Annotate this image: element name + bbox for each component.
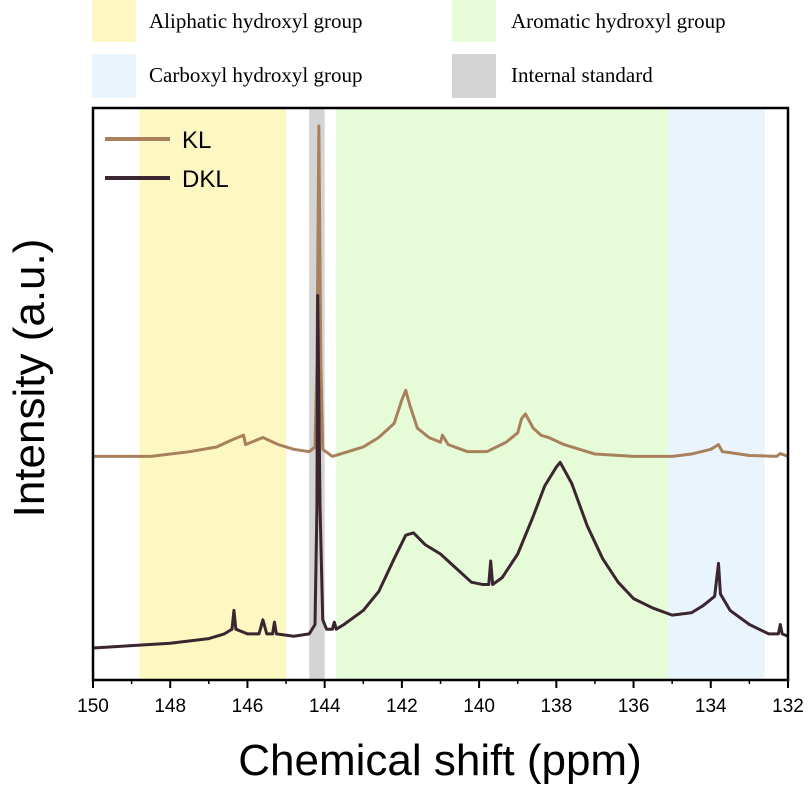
region-legend: Aliphatic hydroxyl group Aromatic hydrox… bbox=[92, 0, 726, 98]
legend-label-dkl: DKL bbox=[182, 166, 229, 193]
shaded-regions bbox=[139, 108, 765, 680]
x-tick-label: 142 bbox=[386, 696, 418, 717]
x-axis-title: Chemical shift (ppm) bbox=[238, 736, 641, 785]
x-tick-label: 146 bbox=[232, 696, 264, 717]
legend-swatch-internal-standard bbox=[452, 54, 496, 98]
legend-label-kl: KL bbox=[182, 127, 211, 154]
x-tick-label: 140 bbox=[463, 696, 495, 717]
region-aliphatic bbox=[139, 108, 287, 680]
series-line-kl bbox=[93, 124, 789, 458]
series-line-dkl bbox=[92, 294, 789, 650]
legend-label-carboxyl: Carboxyl hydroxyl group bbox=[149, 63, 362, 87]
series-legend: KL DKL bbox=[105, 127, 229, 193]
x-tick-label: 136 bbox=[618, 696, 650, 717]
x-tick-label: 150 bbox=[77, 696, 109, 717]
legend-label-aliphatic: Aliphatic hydroxyl group bbox=[149, 9, 362, 33]
region-aromatic bbox=[336, 108, 669, 680]
legend-swatch-carboxyl bbox=[92, 54, 136, 98]
y-axis-title: Intensity (a.u.) bbox=[5, 239, 54, 518]
x-tick-label: 144 bbox=[309, 696, 341, 717]
legend-label-aromatic: Aromatic hydroxyl group bbox=[511, 9, 726, 33]
x-axis: 150 148 146 144 142 140 138 136 134 132 bbox=[77, 680, 804, 717]
x-tick-label: 132 bbox=[772, 696, 804, 717]
legend-swatch-aromatic bbox=[452, 0, 496, 42]
x-tick-label: 148 bbox=[154, 696, 186, 717]
x-tick-label: 134 bbox=[695, 696, 727, 717]
region-carboxyl bbox=[668, 108, 765, 680]
spectrum-lines bbox=[92, 124, 789, 650]
x-tick-label: 138 bbox=[540, 696, 572, 717]
legend-label-internal-standard: Internal standard bbox=[511, 63, 653, 87]
legend-swatch-aliphatic bbox=[92, 0, 136, 42]
